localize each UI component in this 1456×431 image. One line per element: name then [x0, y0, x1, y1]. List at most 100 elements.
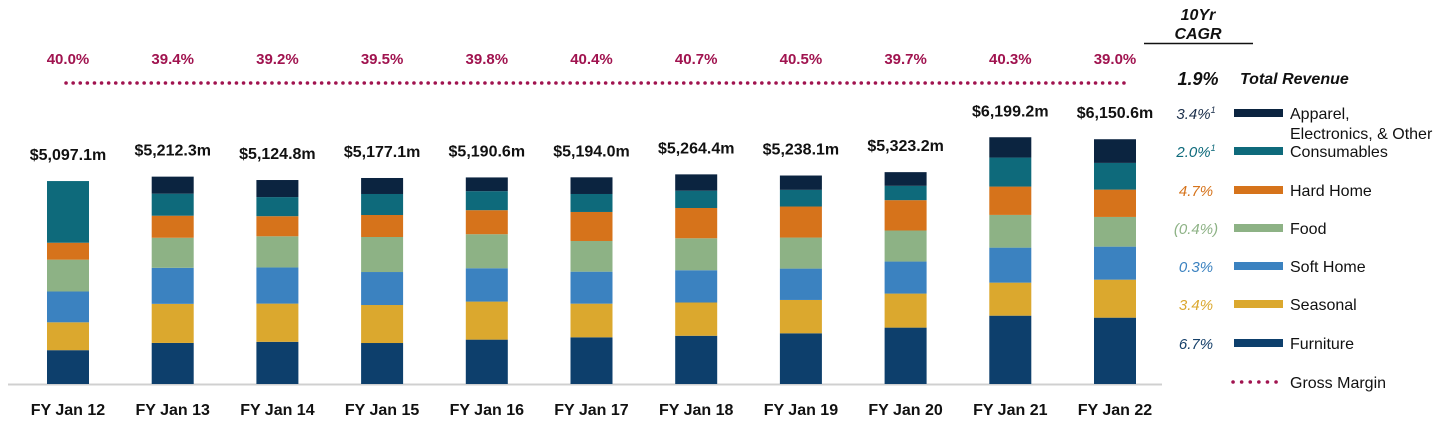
- bar-segment-furniture: [1094, 317, 1136, 384]
- cagr-header: CAGR: [1174, 26, 1222, 43]
- bar-segment-soft-home: [884, 261, 927, 294]
- gross-margin-label: 39.8%: [466, 51, 509, 68]
- bar-segment-food: [779, 237, 822, 269]
- legend-label: Apparel,: [1290, 106, 1350, 123]
- legend-label: Consumables: [1290, 144, 1388, 161]
- bar-segment-soft-home: [675, 270, 718, 303]
- bar-segment-food: [570, 240, 613, 272]
- bar-segment-food: [884, 230, 927, 262]
- bar-segment-soft-home: [779, 268, 822, 300]
- gross-margin-label: 39.7%: [884, 51, 927, 68]
- x-tick-label: FY Jan 12: [31, 402, 106, 419]
- total-label: $6,150.6m: [1077, 105, 1154, 122]
- x-tick-label: FY Jan 21: [973, 402, 1048, 419]
- bar-segment-consumables: [361, 193, 404, 215]
- bar-segment-apparel-electronics-other: [465, 177, 508, 192]
- bar-segment-apparel-electronics-other: [151, 176, 194, 194]
- bar-segment-apparel-electronics-other: [884, 172, 927, 186]
- bar-segment-hard-home: [151, 215, 194, 238]
- legend-swatch: [1234, 109, 1283, 117]
- legend-cagr: 0.3%: [1179, 259, 1213, 276]
- bar-segment-seasonal: [361, 305, 404, 344]
- bar-segment-apparel-electronics-other: [570, 177, 613, 194]
- gross-margin-label: 40.7%: [675, 51, 718, 68]
- bar-segment-seasonal: [570, 303, 613, 338]
- legend-cagr: 4.7%: [1179, 183, 1213, 200]
- gross-margin-label: 39.5%: [361, 51, 404, 68]
- x-tick-label: FY Jan 16: [450, 402, 525, 419]
- bar-segment-hard-home: [989, 186, 1032, 215]
- bar-segment-seasonal: [884, 293, 927, 328]
- bar-segment-food: [256, 236, 299, 268]
- bar-segment-furniture: [570, 337, 613, 384]
- gross-margin-label: 39.2%: [256, 51, 299, 68]
- total-label: $5,323.2m: [867, 138, 944, 155]
- gross-margin-label: 40.3%: [989, 51, 1032, 68]
- legend-cagr: 6.7%: [1179, 336, 1213, 353]
- bar-segment-soft-home: [151, 267, 194, 304]
- bar-segment-furniture: [361, 343, 404, 384]
- bar-segment-seasonal: [151, 303, 194, 343]
- bar-segment-apparel-electronics-other: [675, 174, 718, 191]
- legend-swatch: [1234, 339, 1283, 347]
- bar-segment-soft-home: [465, 268, 508, 302]
- x-tick-label: FY Jan 14: [240, 402, 315, 419]
- x-tick-label: FY Jan 17: [554, 402, 629, 419]
- total-label: $5,097.1m: [30, 147, 107, 164]
- bar-segment-consumables: [570, 193, 613, 212]
- bar-segment-seasonal: [1094, 279, 1136, 318]
- bar-segment-seasonal: [779, 299, 822, 334]
- x-tick-label: FY Jan 20: [868, 402, 943, 419]
- total-label: $5,264.4m: [658, 141, 735, 158]
- legend-label: Soft Home: [1290, 259, 1366, 276]
- bar-segment-furniture: [989, 315, 1032, 384]
- bar-segment-hard-home: [675, 207, 718, 239]
- x-tick-label: FY Jan 15: [345, 402, 420, 419]
- legend-cagr: 3.4%: [1179, 297, 1213, 314]
- bar-segment-seasonal: [675, 302, 718, 336]
- bar-segment-food: [989, 214, 1032, 248]
- bar-segment-hard-home: [256, 216, 299, 237]
- total-label: $5,194.0m: [553, 143, 630, 160]
- bar-segment-hard-home: [47, 242, 89, 260]
- bar-segment-consumables: [779, 189, 822, 207]
- legend-label: Seasonal: [1290, 297, 1357, 314]
- x-tick-label: FY Jan 18: [659, 402, 734, 419]
- legend-label: Gross Margin: [1290, 375, 1386, 392]
- bar-segment-furniture: [47, 350, 89, 384]
- total-revenue-label: Total Revenue: [1240, 71, 1349, 88]
- bar-segment-furniture: [256, 341, 299, 384]
- x-tick-label: FY Jan 19: [764, 402, 839, 419]
- bar-segment-furniture: [779, 333, 822, 384]
- bar-segment-consumables: [47, 181, 89, 243]
- total-label: $5,124.8m: [239, 146, 316, 163]
- total-label: $5,212.3m: [134, 143, 211, 160]
- total-label: $5,238.1m: [763, 142, 840, 159]
- bar-segment-soft-home: [1094, 246, 1136, 280]
- legend-swatch: [1234, 186, 1283, 194]
- bar-segment-consumables: [1094, 162, 1136, 190]
- bar-segment-apparel-electronics-other: [1094, 139, 1136, 163]
- bar-segment-hard-home: [1094, 189, 1136, 217]
- bar-segment-soft-home: [256, 267, 299, 304]
- bar-segment-food: [1094, 216, 1136, 247]
- bar-segment-hard-home: [465, 210, 508, 235]
- bar-segment-food: [675, 238, 718, 271]
- gross-margin-label: 39.4%: [151, 51, 194, 68]
- bar-segment-furniture: [675, 335, 718, 384]
- legend-label: Furniture: [1290, 336, 1354, 353]
- bar-segment-food: [47, 259, 89, 292]
- cagr-header: 10Yr: [1181, 7, 1216, 24]
- bar-segment-furniture: [465, 339, 508, 384]
- bar-segment-seasonal: [256, 303, 299, 342]
- total-label: $5,190.6m: [449, 143, 526, 160]
- bar-segment-apparel-electronics-other: [779, 175, 822, 190]
- bar-segment-hard-home: [884, 200, 927, 231]
- legend-label: Food: [1290, 221, 1326, 238]
- bar-segment-soft-home: [47, 291, 89, 323]
- legend-cagr: 2.0%1: [1175, 143, 1215, 161]
- bar-segment-food: [465, 234, 508, 269]
- bar-segment-consumables: [256, 197, 299, 217]
- bar-segment-soft-home: [570, 271, 613, 304]
